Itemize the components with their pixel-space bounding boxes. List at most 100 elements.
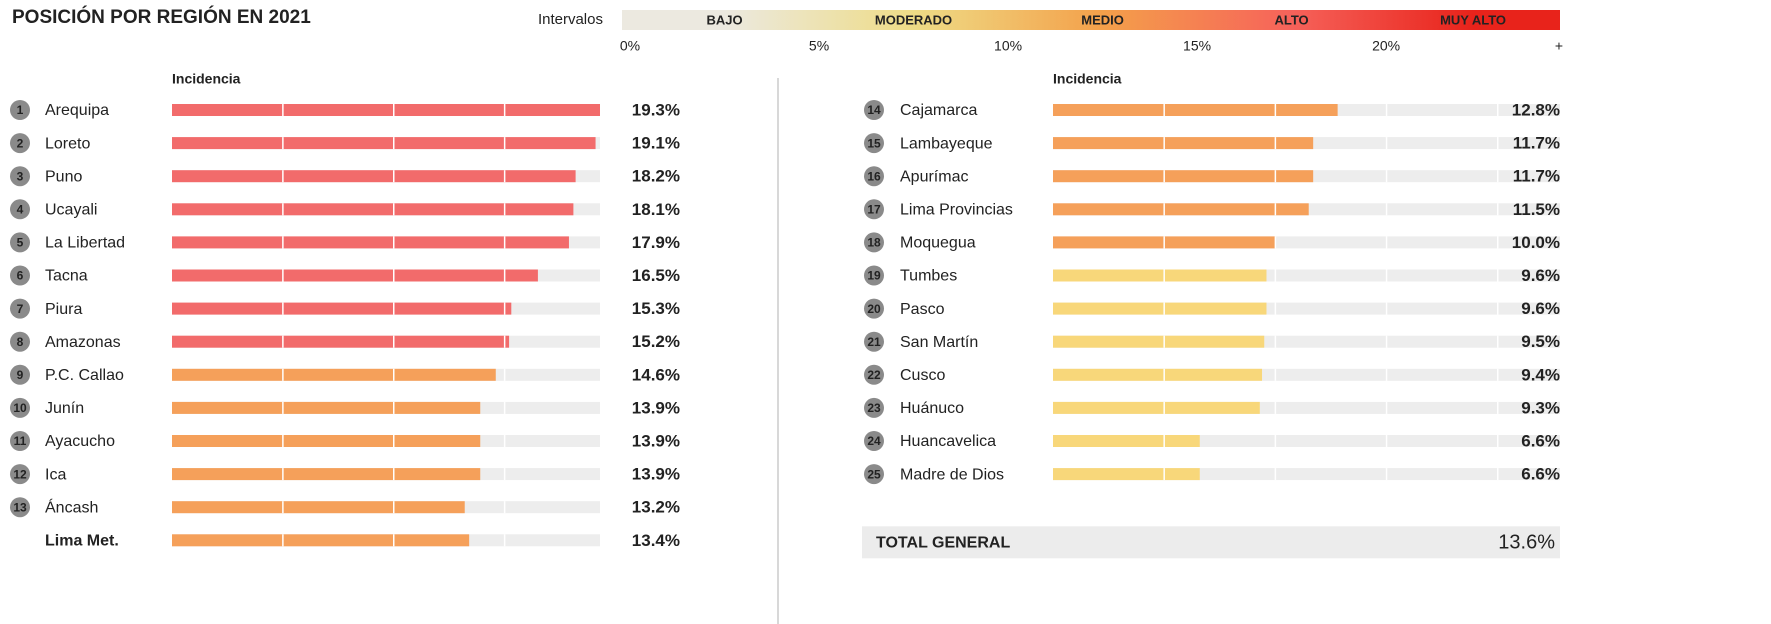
- rank-badge: [864, 133, 884, 154]
- value-label: 9.5%: [1521, 332, 1560, 351]
- bar: [1053, 401, 1260, 414]
- rank-badge: [10, 265, 30, 286]
- rank-number: 17: [867, 202, 881, 216]
- rank-badge: [864, 364, 884, 385]
- rank-badge: [10, 199, 30, 220]
- rank-number: 24: [867, 434, 881, 448]
- region-name: Lima Met.: [45, 533, 119, 550]
- region-name: Ucayali: [45, 202, 97, 219]
- rank-number: 15: [867, 136, 881, 150]
- region-name: P.C. Callao: [45, 367, 124, 384]
- scale-tick-label: 5%: [809, 38, 829, 54]
- rank-number: 12: [13, 467, 27, 481]
- value-label: 11.7%: [1513, 167, 1560, 186]
- bar: [172, 468, 481, 481]
- value-label: 13.9%: [632, 431, 680, 450]
- region-name: Huancavelica: [900, 433, 996, 450]
- value-label: 18.1%: [632, 200, 680, 219]
- rank-number: 3: [17, 169, 24, 183]
- bar: [172, 501, 465, 514]
- bar: [172, 401, 481, 414]
- bar: [1053, 104, 1338, 116]
- rank-number: 9: [17, 368, 24, 382]
- region-name: Loreto: [45, 135, 90, 152]
- value-label: 11.5%: [1513, 200, 1560, 219]
- region-name: Arequipa: [45, 102, 109, 119]
- rank-number: 22: [867, 368, 881, 382]
- rank-badge: [10, 100, 30, 120]
- column-header: Incidencia: [172, 71, 241, 87]
- interval-label: MEDIO: [1081, 12, 1124, 27]
- rank-badge: [10, 232, 30, 253]
- value-label: 9.6%: [1521, 266, 1560, 285]
- rank-badge: [10, 166, 30, 187]
- rank-number: 5: [17, 236, 24, 250]
- rank-number: 21: [867, 335, 881, 349]
- region-name: Pasco: [900, 301, 945, 318]
- rank-badge: [864, 265, 884, 286]
- interval-label: ALTO: [1274, 12, 1308, 27]
- rank-badge: [10, 364, 30, 385]
- rank-badge: [864, 166, 884, 187]
- value-label: 6.6%: [1521, 431, 1560, 450]
- bar: [1053, 203, 1309, 216]
- bar: [172, 269, 538, 282]
- interval-label: MUY ALTO: [1440, 12, 1506, 27]
- rank-number: 11: [14, 434, 27, 448]
- value-label: 16.5%: [632, 266, 680, 285]
- value-label: 13.2%: [632, 498, 680, 517]
- value-label: 17.9%: [632, 233, 680, 252]
- scale-tick-label: 10%: [994, 38, 1022, 54]
- rank-number: 6: [17, 269, 24, 283]
- bar: [1053, 335, 1265, 348]
- rank-badge: [864, 331, 884, 352]
- bar: [172, 302, 512, 315]
- bar: [172, 435, 481, 447]
- rank-badge: [864, 100, 884, 120]
- scale-tick-label: 15%: [1183, 38, 1211, 54]
- bar: [1053, 435, 1200, 447]
- region-name: Tacna: [45, 268, 88, 285]
- region-name: Áncash: [45, 497, 98, 516]
- value-label: 18.2%: [632, 167, 680, 186]
- value-label: 15.3%: [632, 299, 680, 318]
- rank-badge: [10, 464, 30, 485]
- region-name: La Libertad: [45, 235, 125, 252]
- chart-title: POSICIÓN POR REGIÓN EN 2021: [12, 6, 311, 28]
- value-label: 11.7%: [1513, 134, 1560, 153]
- legend-label: Intervalos: [538, 11, 603, 28]
- rank-badge: [10, 397, 30, 418]
- bar: [172, 236, 569, 249]
- total-label: TOTAL GENERAL: [876, 535, 1010, 552]
- region-name: Piura: [45, 301, 82, 318]
- total-value: 13.6%: [1498, 532, 1555, 554]
- rank-number: 14: [867, 103, 881, 117]
- interval-label: BAJO: [706, 12, 742, 27]
- rank-number: 10: [13, 401, 27, 415]
- column-header: Incidencia: [1053, 71, 1122, 87]
- region-name: Ica: [45, 466, 66, 483]
- region-name: Lambayeque: [900, 135, 993, 152]
- interval-label: MODERADO: [875, 12, 952, 27]
- scale-end-label: +: [1555, 38, 1563, 54]
- bar: [172, 534, 470, 547]
- rank-number: 4: [17, 202, 24, 216]
- rank-number: 23: [867, 401, 881, 415]
- rank-number: 18: [867, 236, 881, 250]
- scale-tick-label: 20%: [1372, 38, 1400, 54]
- rank-badge: [864, 464, 884, 485]
- rank-badge: [864, 397, 884, 418]
- region-name: Ayacucho: [45, 433, 115, 450]
- rank-number: 7: [17, 302, 24, 316]
- rank-badge: [10, 431, 30, 451]
- bar: [1053, 269, 1267, 282]
- region-name: Junín: [45, 400, 84, 417]
- rank-badge: [10, 298, 30, 319]
- rank-badge: [10, 497, 30, 518]
- legend-bar: [622, 10, 1560, 30]
- bar: [1053, 368, 1263, 381]
- rank-number: 1: [17, 103, 24, 117]
- value-label: 15.2%: [632, 332, 680, 351]
- rank-badge: [10, 331, 30, 352]
- region-name: Puno: [45, 168, 82, 185]
